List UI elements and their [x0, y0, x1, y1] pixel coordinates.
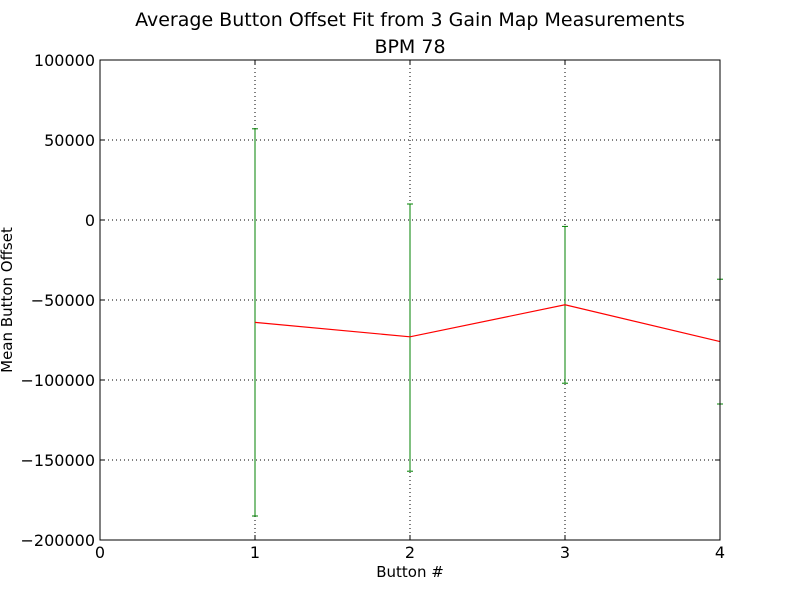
x-ticks: 0 1 2 3 4: [95, 60, 725, 562]
data-series: [254, 304, 721, 343]
y-tick-label: 0: [85, 211, 95, 230]
y-ticks: −200000 −150000 −100000 −50000 0 50000 100000: [21, 51, 720, 550]
x-tick-label: 4: [715, 543, 725, 562]
y-tick-label: −100000: [21, 371, 95, 390]
y-tick-label: −150000: [21, 451, 95, 470]
y-tick-label: 100000: [34, 51, 95, 70]
y-tick-label: −50000: [31, 291, 95, 310]
x-tick-label: 0: [95, 543, 105, 562]
y-tick-label: −200000: [21, 531, 95, 550]
errorbars: [252, 128, 723, 517]
x-tick-label: 1: [250, 543, 260, 562]
y-tick-label: 50000: [44, 131, 95, 150]
x-axis-label: Button #: [376, 563, 444, 581]
chart-title: Average Button Offset Fit from 3 Gain Ma…: [135, 9, 685, 31]
series-line: [254, 304, 721, 343]
x-tick-label: 2: [405, 543, 415, 562]
x-tick-label: 3: [560, 543, 570, 562]
y-axis-label: Mean Button Offset: [0, 227, 16, 373]
chart-subtitle: BPM 78: [374, 36, 445, 58]
